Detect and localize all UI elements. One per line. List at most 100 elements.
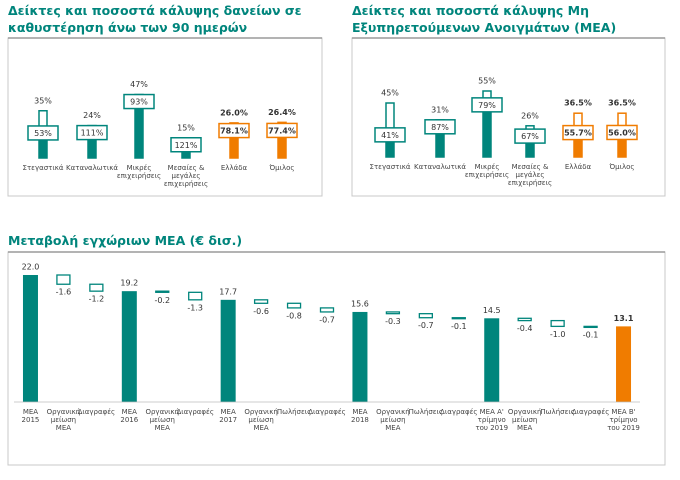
value-label: 47% bbox=[130, 80, 148, 89]
coverage-box bbox=[76, 124, 108, 141]
value-label: 45% bbox=[381, 89, 399, 98]
delta-bar bbox=[319, 307, 335, 313]
coverage-fill bbox=[436, 124, 444, 157]
panel bbox=[7, 251, 666, 466]
coverage-fill bbox=[526, 136, 534, 157]
coverage-label: 78.1% bbox=[220, 127, 248, 136]
delta-bar bbox=[253, 299, 269, 304]
category-label: Οργανική μείωση ΜΕΑ bbox=[376, 408, 410, 432]
delta-bar bbox=[550, 319, 565, 328]
chart-title: Μεταβολή εγχώριων ΜΕΑ (€ δισ.) bbox=[8, 233, 242, 248]
total-bar bbox=[616, 326, 632, 402]
delta-bar bbox=[418, 313, 433, 319]
coverage-label: 56.0% bbox=[608, 128, 636, 137]
coverage-fill bbox=[574, 132, 582, 157]
category-label: ΜΕΑ Β' τρίμηνο του 2019 bbox=[607, 408, 640, 432]
value-label: 15% bbox=[177, 123, 195, 132]
coverage-label: 87% bbox=[431, 123, 449, 132]
coverage-fill bbox=[618, 132, 626, 157]
value-label: -0.8 bbox=[286, 311, 302, 320]
category-label: Μικρές επιχειρήσεις bbox=[117, 164, 161, 180]
coverage-box bbox=[606, 124, 638, 141]
value-label: -1.3 bbox=[187, 303, 203, 312]
coverage-fill bbox=[483, 104, 491, 157]
category-label: Πωλήσεις bbox=[409, 408, 443, 416]
value-label: -0.1 bbox=[451, 322, 467, 331]
category-label: ΜΕΑ 2017 bbox=[219, 408, 237, 424]
category-label: ΜΕΑ 2018 bbox=[351, 408, 369, 424]
value-label: 36.5% bbox=[608, 99, 636, 108]
coverage-label: 93% bbox=[130, 98, 148, 107]
value-label: -0.7 bbox=[319, 315, 335, 324]
coverage-label: 67% bbox=[521, 132, 539, 141]
category-label: Ελλάδα bbox=[221, 164, 248, 172]
total-bar bbox=[121, 291, 137, 402]
category-label: Μεσαίες & μεγάλες επιχειρήσεις bbox=[508, 163, 552, 187]
value-label: 35% bbox=[34, 96, 52, 105]
value-label: 26% bbox=[521, 111, 539, 120]
value-label: 14.5 bbox=[483, 306, 501, 315]
value-label: 19.2 bbox=[120, 279, 138, 288]
value-label: -0.2 bbox=[154, 296, 170, 305]
category-label: Ελλάδα bbox=[565, 163, 592, 171]
delta-bar bbox=[385, 311, 401, 315]
panel bbox=[7, 37, 323, 197]
total-bar bbox=[22, 275, 38, 402]
value-label: 36.5% bbox=[564, 99, 592, 108]
value-label: 31% bbox=[431, 105, 449, 114]
coverage-box bbox=[374, 127, 406, 143]
category-label: Διαγραφές bbox=[78, 408, 115, 416]
total-bar bbox=[220, 299, 236, 402]
category-label: Καταναλωτικά bbox=[66, 164, 118, 172]
value-label: 17.7 bbox=[219, 287, 237, 296]
coverage-fill bbox=[88, 125, 96, 158]
category-label: Καταναλωτικά bbox=[414, 163, 466, 171]
category-label: Διαγραφές bbox=[176, 408, 213, 416]
coverage-label: 53% bbox=[34, 129, 52, 138]
coverage-fill bbox=[230, 130, 238, 158]
value-label: -0.7 bbox=[418, 321, 434, 330]
category-label: Οργανική μείωση ΜΕΑ bbox=[47, 408, 81, 432]
value-label: -1.0 bbox=[550, 330, 566, 339]
value-label: -0.4 bbox=[517, 324, 533, 333]
category-label: Διαγραφές bbox=[440, 408, 477, 416]
value-label: -0.1 bbox=[583, 330, 599, 339]
coverage-fill bbox=[39, 132, 47, 158]
delta-bar bbox=[155, 290, 170, 293]
category-label: Πωλήσεις bbox=[277, 408, 311, 416]
delta-bar bbox=[583, 325, 598, 329]
coverage-box bbox=[266, 122, 298, 139]
coverage-label: 121% bbox=[175, 141, 198, 150]
value-label: 13.1 bbox=[614, 314, 634, 323]
category-label: Μικρές επιχειρήσεις bbox=[465, 163, 509, 179]
value-label: 24% bbox=[83, 111, 101, 120]
coverage-box bbox=[471, 97, 503, 113]
coverage-box bbox=[562, 124, 594, 141]
delta-bar bbox=[286, 302, 302, 309]
delta-bar bbox=[451, 317, 466, 320]
value-label: 26.0% bbox=[220, 108, 248, 117]
coverage-box bbox=[170, 137, 202, 153]
coverage-label: 41% bbox=[381, 131, 399, 140]
total-bar bbox=[352, 311, 368, 402]
category-label: Όμιλος bbox=[268, 164, 294, 172]
total-bar bbox=[484, 318, 500, 402]
category-label: Στεγαστικά bbox=[370, 163, 411, 171]
value-label: 15.6 bbox=[351, 299, 369, 308]
value-label: 22.0 bbox=[22, 263, 40, 272]
chart-title: Δείκτες και ποσοστά κάλυψης Μη Εξυπηρετού… bbox=[352, 3, 616, 35]
value-label: -1.2 bbox=[89, 295, 105, 304]
coverage-label: 79% bbox=[478, 101, 496, 110]
coverage-fill bbox=[135, 98, 143, 158]
delta-bar bbox=[188, 291, 203, 301]
category-label: Διαγραφές bbox=[308, 408, 345, 416]
coverage-fill bbox=[278, 130, 286, 158]
value-label: 26.4% bbox=[268, 108, 296, 117]
value-label: -1.6 bbox=[56, 288, 72, 297]
coverage-box bbox=[27, 125, 59, 141]
category-label: Διαγραφές bbox=[572, 408, 609, 416]
coverage-label: 77.4% bbox=[268, 126, 296, 135]
category-label: Οργανική μείωση ΜΕΑ bbox=[145, 408, 179, 432]
delta-bar bbox=[517, 317, 532, 322]
